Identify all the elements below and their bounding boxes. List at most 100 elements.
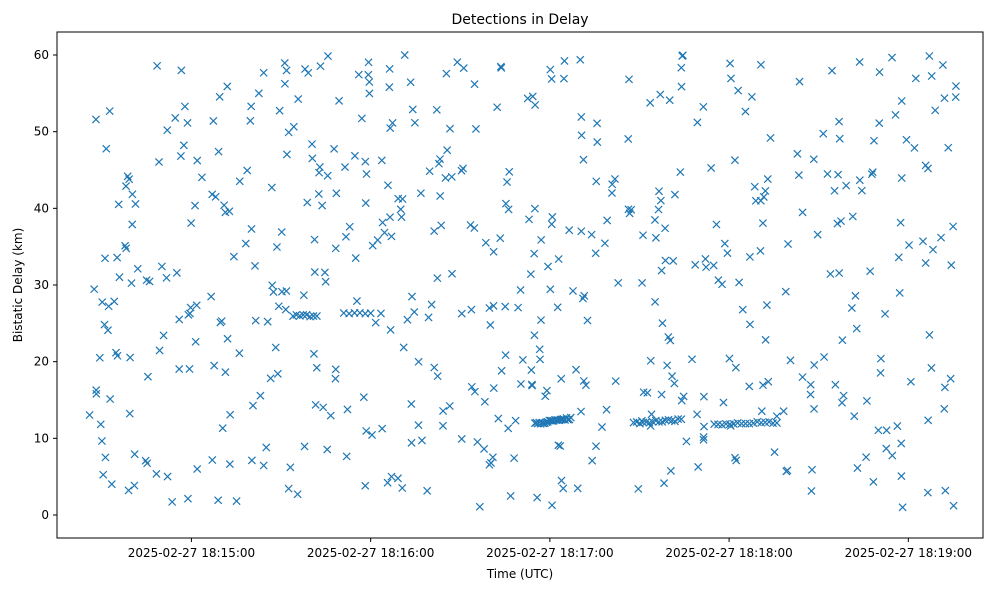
detection-marker bbox=[536, 316, 546, 325]
detection-marker bbox=[315, 163, 324, 172]
detection-marker bbox=[658, 319, 667, 328]
detection-marker bbox=[656, 90, 665, 99]
detection-marker bbox=[432, 105, 441, 114]
detection-marker bbox=[546, 285, 555, 294]
detection-marker bbox=[316, 62, 325, 71]
detection-marker bbox=[927, 72, 936, 81]
detection-marker bbox=[299, 310, 308, 319]
detection-marker bbox=[745, 382, 754, 391]
detection-marker bbox=[726, 59, 735, 68]
detection-marker bbox=[124, 486, 133, 495]
y-axis-ticks: 0 10 20 30 40 50 60 bbox=[34, 48, 57, 522]
detection-marker bbox=[342, 452, 351, 461]
detection-marker bbox=[579, 155, 588, 164]
detection-marker bbox=[654, 417, 664, 426]
detection-marker bbox=[867, 170, 876, 179]
detection-marker bbox=[731, 363, 740, 372]
detection-marker bbox=[541, 392, 550, 401]
detection-marker bbox=[318, 201, 327, 210]
detection-marker bbox=[330, 144, 339, 153]
detection-marker bbox=[741, 107, 750, 116]
detection-marker bbox=[657, 390, 666, 399]
detection-marker bbox=[471, 124, 480, 133]
detection-marker bbox=[593, 138, 602, 147]
detection-marker bbox=[162, 273, 171, 282]
y-tick-label: 20 bbox=[34, 355, 49, 369]
detection-marker bbox=[153, 61, 162, 70]
detection-marker bbox=[301, 64, 310, 74]
detection-marker bbox=[591, 442, 601, 451]
detection-marker bbox=[941, 486, 950, 495]
detection-marker bbox=[280, 79, 289, 88]
detection-marker bbox=[430, 227, 439, 236]
detection-marker bbox=[211, 192, 220, 201]
detection-marker bbox=[661, 416, 670, 425]
detection-marker bbox=[308, 154, 317, 163]
detection-marker bbox=[263, 317, 272, 326]
detection-marker bbox=[332, 189, 341, 198]
detection-marker bbox=[670, 379, 679, 388]
detection-marker bbox=[433, 372, 442, 381]
detection-marker bbox=[501, 199, 510, 208]
detection-marker bbox=[85, 410, 94, 420]
detection-marker bbox=[528, 381, 537, 390]
detection-marker bbox=[503, 177, 512, 187]
detection-marker bbox=[387, 232, 396, 241]
detection-marker bbox=[597, 423, 607, 432]
detection-marker bbox=[350, 151, 359, 160]
detection-marker bbox=[514, 303, 523, 312]
detection-marker bbox=[320, 268, 329, 277]
detection-marker bbox=[101, 453, 110, 462]
detection-marker bbox=[410, 118, 419, 127]
detection-marker bbox=[221, 368, 230, 377]
detection-marker bbox=[810, 404, 819, 413]
detection-marker bbox=[214, 496, 223, 505]
detection-marker bbox=[241, 239, 250, 248]
detection-marker bbox=[547, 220, 556, 229]
y-tick-label: 40 bbox=[34, 201, 49, 215]
detection-marker bbox=[107, 480, 116, 489]
detection-marker bbox=[453, 58, 462, 67]
detection-marker bbox=[223, 334, 232, 343]
detection-marker bbox=[185, 364, 194, 373]
detection-marker bbox=[106, 394, 115, 404]
detection-marker bbox=[882, 444, 891, 453]
detection-marker bbox=[414, 357, 423, 366]
detection-marker bbox=[378, 218, 387, 227]
detection-marker bbox=[643, 388, 652, 397]
detection-marker bbox=[720, 239, 729, 248]
detection-marker bbox=[543, 262, 553, 271]
detection-marker bbox=[764, 377, 773, 386]
detection-marker bbox=[669, 256, 678, 265]
detection-marker bbox=[121, 241, 130, 250]
detection-marker bbox=[910, 143, 919, 152]
detection-marker bbox=[758, 381, 768, 390]
detection-marker bbox=[741, 419, 750, 428]
detection-marker bbox=[761, 186, 770, 195]
detection-marker bbox=[179, 141, 188, 150]
detection-marker bbox=[232, 497, 241, 506]
detection-marker bbox=[247, 456, 256, 465]
detection-marker bbox=[866, 267, 875, 276]
detection-marker bbox=[266, 374, 275, 383]
detection-marker bbox=[577, 112, 586, 122]
detection-marker bbox=[414, 421, 423, 430]
detection-marker bbox=[593, 119, 602, 128]
detection-marker bbox=[293, 490, 302, 499]
detection-marker bbox=[268, 281, 277, 290]
detection-marker bbox=[269, 287, 278, 296]
detection-marker bbox=[868, 168, 877, 177]
detection-marker bbox=[309, 312, 318, 321]
detection-marker bbox=[694, 462, 703, 471]
detection-marker bbox=[855, 176, 864, 185]
detection-marker bbox=[447, 269, 457, 278]
detection-marker bbox=[553, 303, 562, 312]
detection-marker bbox=[430, 363, 439, 372]
detection-marker bbox=[946, 374, 955, 383]
detection-marker bbox=[436, 191, 445, 201]
detection-marker bbox=[496, 234, 505, 243]
detection-marker bbox=[670, 190, 679, 199]
detection-marker bbox=[578, 294, 587, 303]
detection-marker bbox=[770, 448, 779, 457]
detection-marker bbox=[639, 418, 648, 427]
